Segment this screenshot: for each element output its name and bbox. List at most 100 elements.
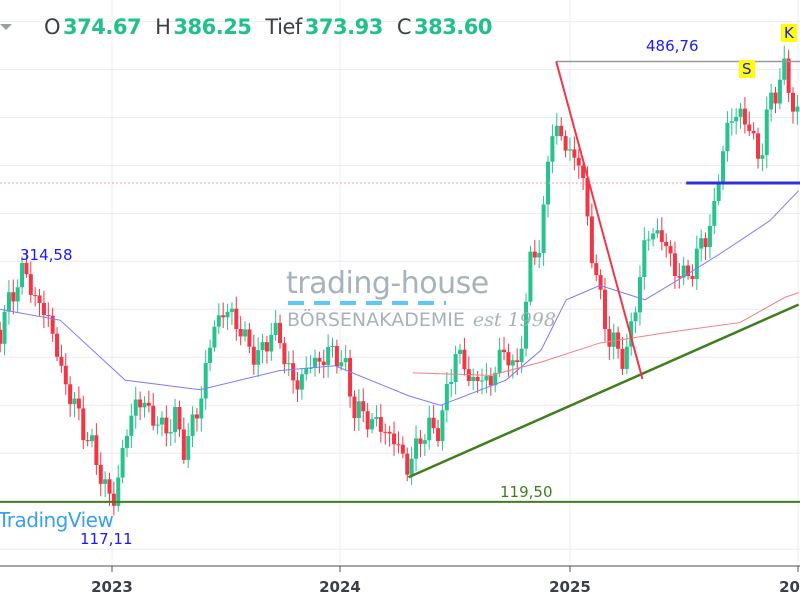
candle-body	[41, 302, 46, 316]
candle-body	[484, 376, 489, 381]
candle-body	[76, 398, 81, 409]
marker-k: K	[781, 24, 797, 42]
downtrend-line	[555, 61, 644, 380]
candle-body	[444, 384, 449, 411]
candle-body	[159, 417, 164, 425]
candle-body	[563, 136, 568, 151]
candle-body	[554, 125, 559, 137]
candle-body	[273, 322, 278, 335]
candle-body	[103, 479, 108, 484]
candle-body	[356, 401, 361, 419]
candle-body	[519, 348, 524, 363]
watermark-est: est 1998	[472, 309, 556, 331]
candle-body	[747, 124, 752, 131]
candle-body	[751, 130, 756, 134]
candle-body	[418, 438, 423, 444]
candle-body	[155, 424, 160, 426]
candle-body	[651, 233, 656, 240]
candle-body	[111, 493, 116, 506]
collapse-triangle-icon[interactable]	[0, 24, 12, 30]
candle-body	[133, 399, 138, 416]
candle-body	[129, 415, 134, 436]
candle-body	[642, 240, 647, 278]
open-value: 374.67	[63, 15, 142, 39]
candle-body	[756, 133, 761, 159]
candle-body	[769, 92, 774, 110]
candle-body	[194, 414, 199, 419]
candle-body	[659, 230, 664, 242]
candle-body	[576, 157, 581, 166]
candle-body	[462, 349, 467, 370]
candle-body	[690, 276, 695, 280]
candle-body	[361, 401, 366, 412]
candle-body	[506, 352, 511, 366]
candle-body	[392, 433, 397, 445]
candle-body	[699, 238, 704, 249]
candle-body	[177, 406, 182, 430]
watermark-dashes	[288, 301, 446, 305]
candle-body	[734, 116, 739, 122]
candle-body	[286, 363, 291, 365]
candle-body	[497, 349, 502, 373]
candle-body	[186, 435, 191, 460]
annotation-low-2022: 117,11	[80, 530, 133, 548]
candle-body	[181, 429, 186, 460]
uptrend-line	[407, 303, 800, 479]
candle-body	[343, 358, 348, 363]
candle-body	[282, 343, 287, 365]
x-tick-2025: 2025	[549, 578, 591, 596]
candle-body	[229, 308, 234, 312]
candle-body	[532, 251, 537, 258]
candle-body	[308, 367, 313, 369]
candle-body	[299, 374, 304, 390]
candle-body	[142, 402, 147, 408]
candle-body	[124, 435, 129, 448]
candle-body	[28, 274, 33, 296]
candle-body	[493, 372, 498, 386]
candle-body	[317, 357, 322, 362]
candle-body	[471, 376, 476, 381]
candle-body	[409, 458, 414, 475]
candle-body	[396, 444, 401, 446]
close-key: C	[396, 15, 412, 39]
candle-body	[633, 312, 638, 322]
candle-body	[387, 431, 392, 434]
candle-body	[791, 92, 796, 112]
candle-body	[537, 252, 542, 258]
candle-body	[212, 326, 217, 348]
candle-body	[330, 345, 335, 348]
candle-body	[458, 349, 463, 355]
watermark-brand: trading-house	[286, 266, 489, 301]
candle-body	[20, 262, 25, 288]
candle-body	[365, 411, 370, 430]
candle-body	[15, 287, 20, 302]
candle-body	[2, 311, 7, 344]
candle-body	[760, 155, 765, 159]
candle-body	[559, 125, 564, 137]
x-tick-2026: 2026	[779, 578, 800, 596]
candle-body	[321, 361, 326, 366]
candle-body	[550, 136, 555, 162]
candle-body	[602, 289, 607, 330]
candle-body	[304, 368, 309, 375]
candle-body	[295, 380, 300, 390]
candle-body	[81, 408, 86, 441]
candle-body	[85, 440, 90, 442]
candle-body	[572, 149, 577, 158]
candle-body	[440, 410, 445, 441]
watermark-sub-text: BÖRSENAKADEMIE	[287, 309, 465, 331]
candle-body	[225, 311, 230, 318]
candle-body	[278, 322, 283, 344]
candle-body	[729, 121, 734, 123]
candle-body	[6, 292, 11, 312]
candle-body	[611, 332, 616, 347]
candle-body	[208, 347, 213, 363]
candle-body	[672, 253, 677, 277]
candle-body	[502, 349, 507, 353]
candle-body	[247, 329, 252, 347]
candle-body	[594, 263, 599, 276]
high-key: H	[155, 15, 171, 39]
candle-body	[190, 414, 195, 436]
candle-body	[400, 444, 405, 454]
